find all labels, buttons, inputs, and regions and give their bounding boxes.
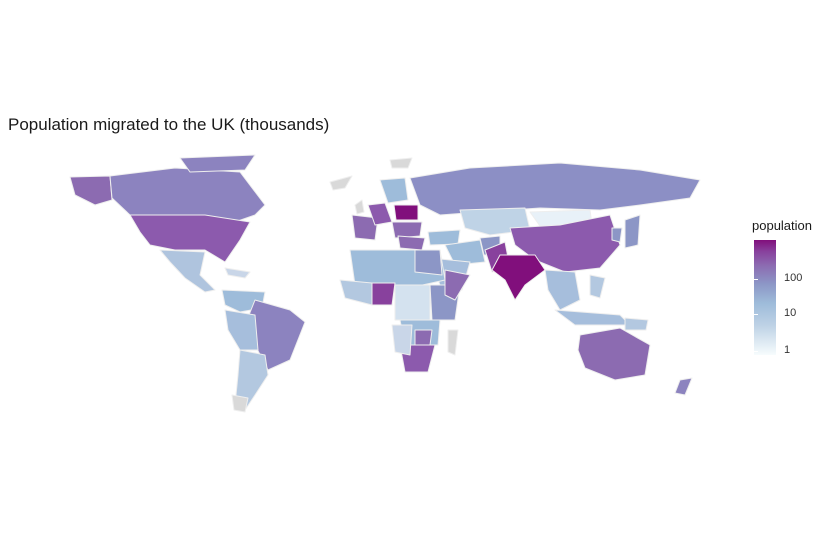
caribbean: [224, 267, 251, 279]
legend-tick-mark-1: [754, 351, 758, 352]
mexico: [159, 249, 216, 293]
russia: [409, 162, 701, 216]
legend-tick-100: 100: [784, 272, 803, 284]
korea: [611, 227, 623, 243]
iran-iraq: [444, 239, 486, 266]
romania-balkans: [391, 221, 423, 239]
madagascar: [447, 329, 459, 356]
legend-tick-10: 10: [784, 307, 797, 319]
west-africa: [339, 279, 373, 306]
arctic-islands: [179, 154, 256, 173]
india: [491, 254, 546, 301]
france-spain: [351, 214, 379, 241]
kenya-somalia: [444, 269, 471, 301]
alaska: [69, 175, 113, 206]
legend: population 100 10 1: [752, 218, 812, 356]
usa: [129, 214, 251, 263]
angola-namibia: [391, 324, 413, 356]
nigeria: [371, 282, 396, 306]
peru-bolivia: [224, 309, 259, 351]
turkey: [427, 229, 461, 246]
indonesia: [554, 309, 631, 326]
legend-title: population: [752, 218, 812, 233]
australia: [577, 327, 651, 381]
se-asia: [544, 269, 581, 311]
canada: [109, 167, 266, 223]
poland: [393, 204, 419, 221]
italy-greece: [397, 235, 426, 251]
argentina: [234, 349, 269, 411]
egypt: [414, 249, 443, 276]
new-zealand: [674, 377, 693, 396]
papua: [624, 317, 649, 331]
philippines: [589, 274, 606, 299]
patagonia: [231, 394, 249, 413]
legend-colorbar: [754, 240, 776, 355]
zimbabwe: [414, 329, 433, 346]
svalbard: [389, 157, 413, 169]
japan: [624, 214, 641, 249]
map-title: Population migrated to the UK (thousands…: [8, 115, 330, 134]
central-africa: [394, 284, 431, 321]
uk: [354, 199, 365, 215]
scandinavia: [379, 177, 409, 204]
legend-tick-mark-100: [754, 279, 758, 280]
china: [509, 214, 621, 273]
legend-tick-1: 1: [784, 344, 791, 356]
greenland: [329, 175, 353, 191]
legend-tick-mark-10: [754, 314, 758, 315]
